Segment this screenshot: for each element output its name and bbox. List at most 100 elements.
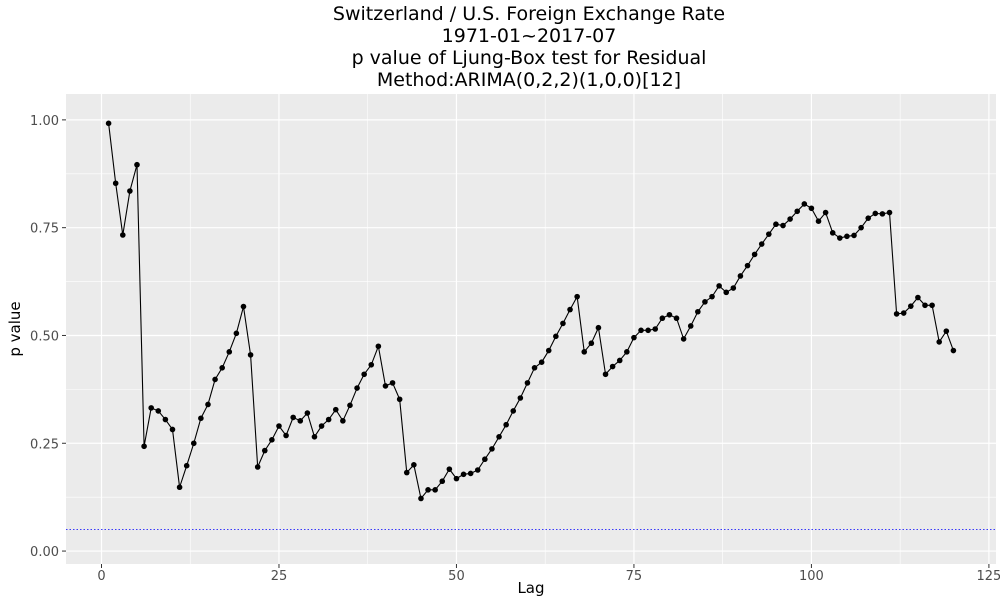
data-point: [815, 218, 822, 225]
data-point: [588, 340, 595, 347]
data-point: [332, 406, 339, 413]
data-point: [226, 349, 233, 355]
data-point: [886, 209, 893, 216]
data-point: [595, 324, 602, 331]
data-point: [105, 120, 112, 127]
data-point: [482, 456, 488, 463]
data-point: [879, 211, 886, 217]
x-tick-label: 25: [271, 569, 288, 584]
data-point: [822, 209, 829, 216]
data-point: [474, 467, 481, 473]
data-point: [198, 415, 204, 422]
data-point: [844, 233, 850, 240]
y-tick-label: 0.00: [30, 545, 59, 560]
data-point: [602, 371, 609, 378]
data-point: [766, 231, 772, 237]
data-point: [425, 487, 431, 493]
data-point: [453, 475, 460, 482]
data-point: [190, 440, 197, 447]
data-points: [105, 120, 957, 502]
data-point: [524, 380, 531, 386]
data-point: [893, 311, 900, 317]
data-point: [553, 333, 559, 340]
data-point: [467, 470, 474, 477]
y-tick-label: 0.50: [30, 329, 59, 344]
data-point: [127, 188, 133, 194]
data-point: [212, 376, 218, 383]
data-point: [375, 343, 382, 350]
data-point: [439, 478, 446, 485]
x-tick-label: 0: [97, 569, 105, 584]
x-tick-label: 50: [448, 569, 465, 584]
data-point: [240, 303, 247, 310]
data-point: [368, 361, 375, 368]
chart-title: Switzerland / U.S. Foreign Exchange Rate…: [0, 3, 1000, 91]
data-point: [574, 293, 580, 300]
data-point: [900, 310, 907, 316]
grid-major: [66, 94, 996, 564]
data-point: [780, 222, 786, 229]
data-point: [929, 302, 935, 309]
data-point: [922, 302, 928, 309]
title-line-1: Switzerland / U.S. Foreign Exchange Rate: [332, 3, 726, 25]
data-point: [609, 363, 616, 370]
data-point: [908, 303, 914, 309]
data-point: [418, 495, 424, 502]
data-point: [545, 347, 552, 354]
x-tick-label: 75: [626, 569, 643, 584]
data-point: [531, 365, 538, 371]
data-point: [112, 180, 119, 187]
x-axis-title: Lag: [517, 579, 544, 597]
data-point: [943, 328, 950, 334]
data-point: [460, 471, 467, 478]
data-point: [176, 484, 183, 491]
data-point: [389, 380, 396, 386]
data-point: [347, 402, 353, 409]
data-point: [624, 349, 630, 355]
y-axis-ticks: 0.00 0.25 0.50 0.75 1.00: [30, 114, 66, 560]
data-point: [318, 423, 325, 429]
title-line-3: p value of Ljung-Box test for Residual: [351, 47, 707, 69]
data-point: [269, 437, 275, 443]
data-point: [666, 311, 673, 318]
data-point: [169, 426, 176, 433]
data-point: [311, 433, 318, 440]
data-point: [773, 221, 779, 228]
y-tick-label: 1.00: [30, 114, 59, 129]
data-point: [709, 293, 715, 300]
data-point: [645, 327, 651, 334]
data-point: [915, 294, 921, 301]
title-line-4: Method:ARIMA(0,2,2)(1,0,0)[12]: [376, 69, 682, 91]
data-point: [446, 466, 453, 472]
data-point: [787, 216, 793, 222]
grid-minor: [66, 94, 996, 564]
y-axis-title: p value: [6, 301, 24, 356]
data-point: [801, 201, 808, 207]
data-point: [794, 208, 801, 215]
data-point: [616, 357, 623, 364]
data-point: [680, 336, 687, 342]
x-axis-ticks: 0 25 50 75 100 125: [97, 564, 1000, 584]
data-point: [510, 408, 517, 414]
data-point: [261, 447, 268, 454]
data-point: [219, 365, 225, 371]
data-point: [517, 395, 524, 401]
data-point: [254, 464, 261, 470]
data-point: [382, 383, 389, 389]
data-point: [652, 326, 659, 332]
data-point: [134, 161, 140, 168]
data-point: [581, 349, 588, 355]
data-point: [751, 251, 758, 258]
data-point: [730, 285, 737, 291]
data-point: [432, 487, 438, 493]
data-point: [936, 339, 943, 345]
x-tick-label: 100: [799, 569, 824, 584]
data-point: [872, 210, 879, 217]
data-point: [695, 308, 701, 315]
data-point: [141, 443, 147, 450]
data-point: [119, 232, 126, 238]
data-point: [403, 469, 410, 476]
data-point: [283, 432, 289, 439]
